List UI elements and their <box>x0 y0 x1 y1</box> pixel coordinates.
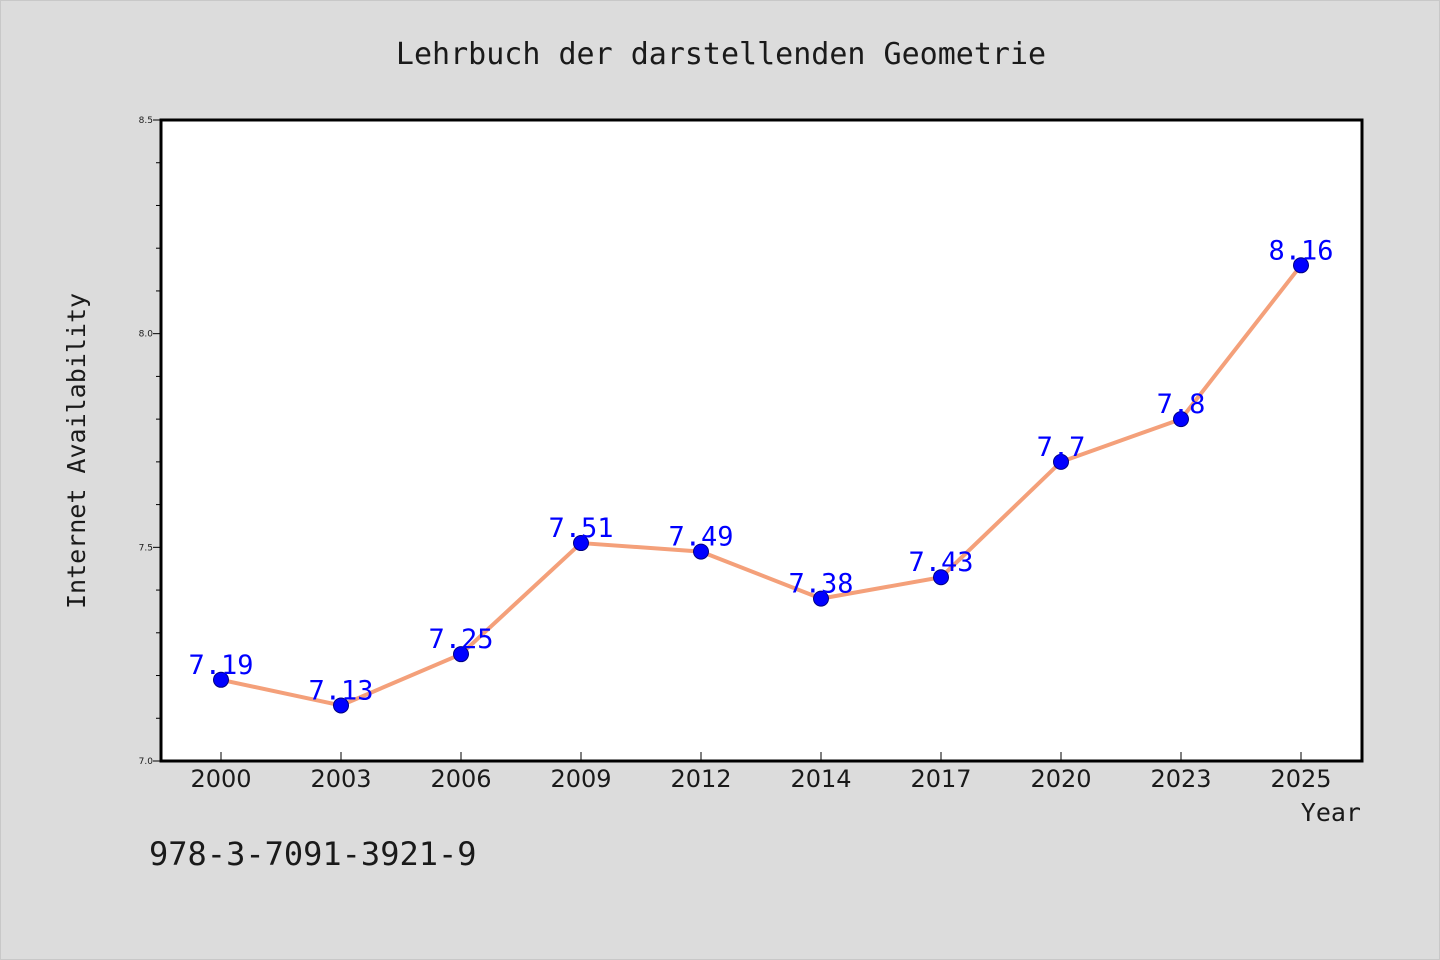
x-axis-label: Year <box>1301 798 1361 827</box>
x-axis: 2000 2003 2006 2009 2012 2014 2017 2020 2023 2025 <box>190 752 1332 793</box>
x-tick-label: 2009 <box>550 765 611 793</box>
data-point-marker <box>1293 257 1309 274</box>
data-labels: 7.19 7.13 7.25 7.51 7.49 7.38 7.43 7.7 7.8 8.16 <box>188 235 1333 706</box>
y-tick-label: 7.5 <box>139 543 153 553</box>
y-tick-label: 7.0 <box>139 757 154 767</box>
x-tick-label: 2023 <box>1150 765 1211 793</box>
data-point-marker <box>1053 453 1069 470</box>
data-point-marker <box>213 671 229 688</box>
data-point-marker <box>933 569 949 586</box>
data-value-label: 7.8 <box>1157 389 1206 420</box>
y-tick-label: 8.0 <box>139 330 154 340</box>
x-tick-label: 2017 <box>910 765 971 793</box>
data-point-marker <box>573 535 589 552</box>
x-tick-label: 2000 <box>190 765 251 793</box>
data-point-marker <box>693 543 709 560</box>
y-axis: 7.0 7.5 8.0 8.5 <box>139 116 161 767</box>
data-value-label: 7.19 <box>188 650 253 681</box>
data-point-marker <box>453 646 469 663</box>
data-point-marker <box>813 590 829 607</box>
series-line <box>213 257 1309 714</box>
isbn-text: 978-3-7091-3921-9 <box>149 835 477 873</box>
x-tick-label: 2020 <box>1030 765 1091 793</box>
data-value-label: 7.43 <box>908 547 973 578</box>
series-polyline <box>220 264 1303 708</box>
x-tick-label: 2025 <box>1270 765 1331 793</box>
data-value-label: 7.38 <box>788 569 853 600</box>
data-value-label: 7.13 <box>308 675 373 706</box>
data-point-marker <box>1173 411 1189 428</box>
plot-area <box>159 118 1364 763</box>
y-tick-label: 8.5 <box>139 116 153 126</box>
data-value-label: 7.49 <box>668 522 733 553</box>
y-axis-label: Internet Availability <box>62 293 91 609</box>
data-point-marker <box>333 697 349 714</box>
x-tick-label: 2014 <box>790 765 851 793</box>
chart-title: Lehrbuch der darstellenden Geometrie <box>396 37 1046 72</box>
data-value-label: 7.7 <box>1037 432 1086 463</box>
data-value-label: 8.16 <box>1268 235 1333 266</box>
x-tick-label: 2003 <box>310 765 371 793</box>
x-tick-label: 2006 <box>430 765 491 793</box>
data-value-label: 7.25 <box>428 624 493 655</box>
x-tick-label: 2012 <box>670 765 731 793</box>
data-value-label: 7.51 <box>548 513 613 544</box>
